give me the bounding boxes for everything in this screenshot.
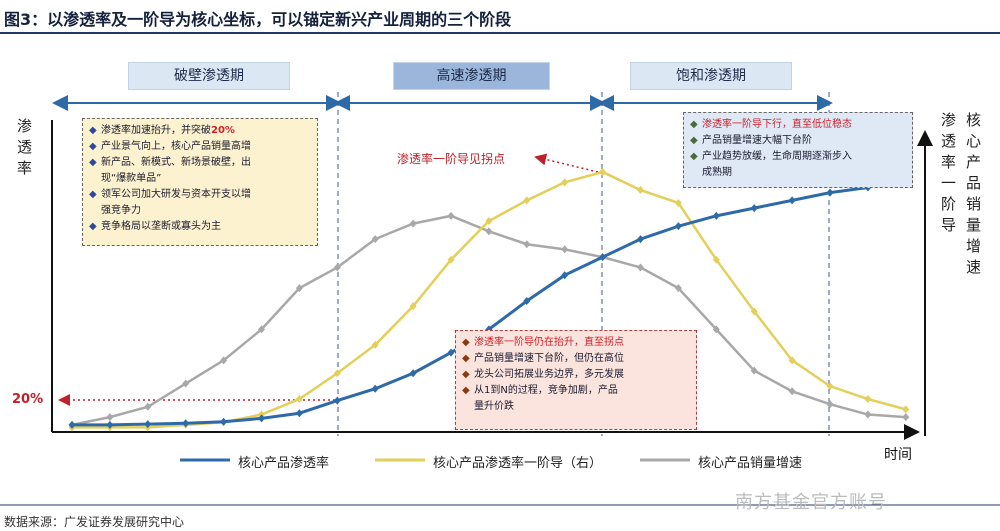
- data-point-s0-17: [712, 211, 720, 220]
- data-point-s1-15: [637, 186, 644, 195]
- data-point-s2-6: [295, 284, 303, 293]
- watermark: 南方基金官方账号: [735, 492, 887, 513]
- data-point-s0-8: [371, 384, 379, 393]
- data-point-s2-9: [409, 219, 417, 228]
- data-point-s1-7: [333, 369, 341, 378]
- data-point-s1-13: [561, 178, 569, 187]
- data-point-s0-1: [106, 420, 114, 429]
- data-point-s2-20: [826, 400, 834, 409]
- data-point-s2-15: [637, 263, 644, 272]
- data-point-s1-12: [523, 196, 531, 205]
- data-point-s0-3: [182, 419, 190, 428]
- source-note: 数据来源：广发证券发展研究中心: [4, 515, 185, 529]
- phase-label-saturation: 饱和渗透期: [630, 62, 792, 90]
- data-point-s2-22: [902, 413, 910, 422]
- data-point-s0-7: [333, 396, 341, 405]
- data-point-s2-8: [371, 235, 379, 244]
- phase2-notes: ◆ 渗透率一阶导仍在抬升，直至拐点 ◆ 产品销量增速下台阶，但仍在高位 ◆ 龙头公司拓…: [455, 330, 697, 430]
- data-point-s2-1: [106, 413, 114, 422]
- data-point-s0-4: [220, 417, 228, 426]
- data-point-s1-9: [409, 302, 417, 311]
- data-point-s0-0: [68, 420, 76, 429]
- phase-label-rapid: 高速渗透期: [393, 62, 550, 90]
- data-point-s0-10: [447, 348, 455, 357]
- right-axis-label-derivative: 渗透率一阶导: [939, 112, 957, 238]
- data-point-s1-19: [788, 356, 796, 365]
- data-point-s0-12: [523, 297, 531, 305]
- data-point-s1-8: [371, 340, 379, 349]
- data-point-s1-22: [902, 405, 910, 414]
- data-point-s1-11: [485, 217, 493, 226]
- data-point-s1-17: [712, 255, 720, 264]
- data-point-s2-2: [144, 402, 152, 411]
- data-point-s1-20: [826, 382, 834, 391]
- inflection-arrow: [534, 153, 599, 173]
- legend-label-penetration: 核心产品渗透率: [238, 456, 330, 471]
- data-point-s0-13: [561, 271, 569, 280]
- right-axis-label-sales: 核心产品销量增速: [964, 112, 982, 280]
- data-point-s2-13: [561, 245, 569, 254]
- data-point-s1-18: [750, 307, 758, 316]
- data-point-s0-15: [637, 235, 644, 244]
- phase-label-breakthrough: 破壁渗透期: [128, 62, 290, 90]
- inflection-annotation: 渗透率一阶导见拐点: [397, 152, 506, 166]
- data-point-s2-21: [864, 410, 872, 419]
- data-point-s1-6: [295, 395, 303, 404]
- data-point-s0-9: [409, 369, 417, 378]
- data-point-s1-10: [447, 255, 455, 264]
- marker-20-label: 20%: [12, 392, 44, 407]
- x-axis-label: 时间: [884, 447, 912, 463]
- data-point-s0-2: [144, 420, 152, 429]
- data-point-s1-14: [599, 168, 607, 176]
- data-point-s1-16: [674, 198, 682, 207]
- data-point-s0-5: [258, 414, 265, 423]
- data-point-s0-14: [599, 253, 607, 262]
- data-point-s2-10: [447, 211, 455, 220]
- title-rule: [0, 32, 1000, 34]
- legend-label-sales-growth: 核心产品销量增速: [698, 456, 803, 471]
- figure-title: 图3：以渗透率及一阶导为核心坐标，可以锚定新兴产业周期的三个阶段: [4, 10, 512, 29]
- data-point-s0-6: [295, 409, 303, 418]
- phase1-notes: ◆ 渗透率加速抬升，并突破20% ◆ 产业景气向上，核心产品销量高增 ◆ 新产品、新模…: [82, 118, 318, 246]
- data-point-s0-18: [750, 204, 758, 213]
- data-point-s0-20: [826, 188, 834, 197]
- data-point-s2-3: [182, 379, 190, 388]
- data-point-s2-5: [258, 325, 265, 334]
- data-point-s2-19: [788, 387, 796, 396]
- data-point-s2-16: [674, 284, 682, 293]
- data-point-s0-16: [674, 222, 682, 231]
- data-point-s2-11: [485, 227, 493, 236]
- phase3-notes: ◆ 渗透率一阶导下行，直至低位稳态 ◆ 产品销量增速大幅下台阶 ◆ 产业趋势放缓，生命…: [683, 112, 913, 188]
- left-axis-label: 渗透率: [15, 118, 33, 181]
- data-point-s2-18: [750, 366, 758, 375]
- data-point-s2-7: [333, 263, 341, 272]
- data-point-s0-19: [788, 196, 796, 205]
- data-point-s2-17: [712, 325, 720, 334]
- legend-label-derivative: 核心产品渗透率一阶导（右）: [433, 456, 603, 471]
- data-point-s2-4: [220, 356, 228, 365]
- data-point-s2-12: [523, 240, 531, 249]
- data-point-s1-21: [864, 395, 872, 404]
